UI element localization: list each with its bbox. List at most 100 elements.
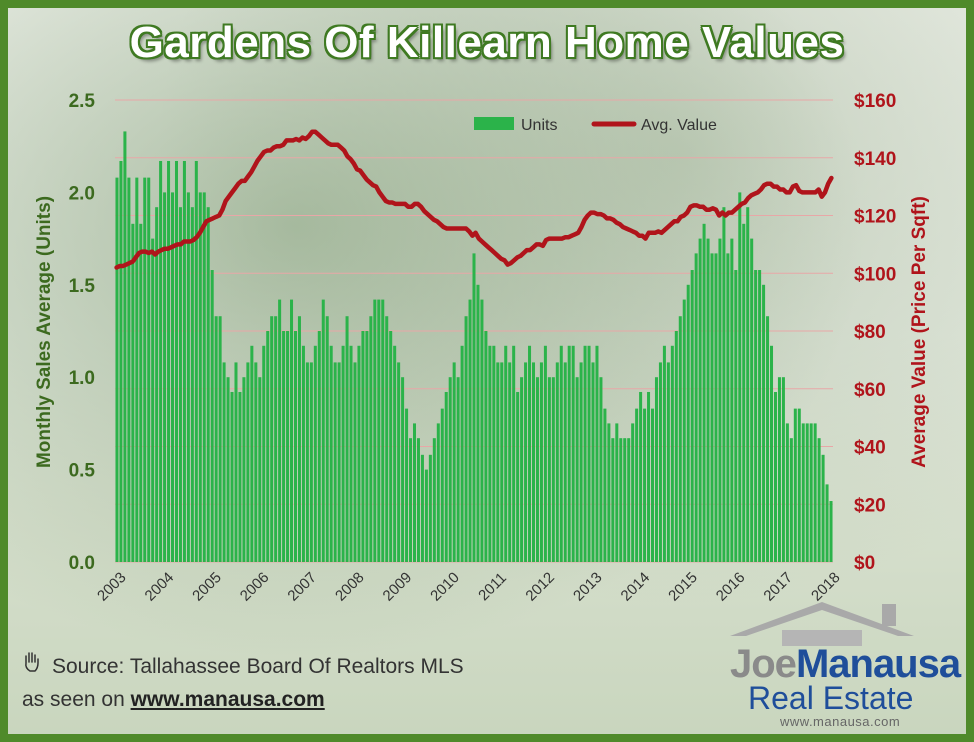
bar-units — [766, 316, 770, 562]
bar-units — [345, 316, 349, 562]
bar-units — [563, 362, 567, 562]
bar-units — [805, 423, 809, 562]
bar-units — [559, 345, 563, 562]
bar-units — [198, 192, 202, 562]
bar-units — [528, 345, 532, 562]
bar-units — [163, 192, 167, 562]
bar-units — [591, 362, 595, 562]
bar-units — [627, 438, 631, 562]
bar-units — [123, 131, 127, 562]
bar-units — [698, 238, 702, 562]
logo-joe: Joe — [730, 642, 797, 686]
bar-units — [385, 316, 389, 562]
bar-units — [365, 331, 369, 562]
bar-units — [440, 408, 444, 562]
bar-units — [393, 345, 397, 562]
bar-units — [631, 423, 635, 562]
bar-units — [341, 345, 345, 562]
left-axis-ticks: 0.0 0.5 1.0 1.5 2.0 2.5 — [69, 91, 96, 574]
bar-units — [357, 345, 361, 562]
seen-prefix: as seen on — [22, 688, 125, 711]
bar-units — [230, 391, 234, 562]
bar-units — [337, 362, 341, 562]
bar-units — [115, 177, 119, 562]
y-right-tick-label: $80 — [854, 322, 886, 343]
x-tick-label: 2006 — [237, 569, 273, 605]
bar-units — [762, 284, 766, 562]
bar-units — [325, 316, 329, 562]
x-tick-label: 2005 — [189, 569, 225, 605]
bar-units — [309, 362, 313, 562]
chart-title: Gardens Of Killearn Home Values — [129, 18, 845, 67]
bar-units — [825, 484, 829, 562]
bar-units — [801, 423, 805, 562]
bar-units — [524, 362, 528, 562]
bar-units — [464, 316, 468, 562]
hand-icon — [22, 651, 44, 679]
bar-units — [785, 423, 789, 562]
bar-units — [214, 316, 218, 562]
bar-units — [409, 438, 413, 562]
bar-units — [377, 299, 381, 562]
bar-units — [710, 253, 714, 562]
y-left-tick-label: 1.5 — [69, 276, 96, 297]
bar-units — [167, 160, 171, 562]
bar-units — [809, 423, 813, 562]
y-axis-label-left: Monthly Sales Average (Units) — [34, 196, 55, 468]
bar-units — [460, 345, 464, 562]
bar-units — [397, 362, 401, 562]
y-right-tick-label: $120 — [854, 207, 896, 228]
bar-units — [746, 207, 750, 562]
bar-units — [770, 345, 774, 562]
bar-units — [222, 362, 226, 562]
y-left-tick-label: 2.0 — [69, 183, 95, 204]
x-tick-label: 2007 — [284, 569, 320, 605]
bar-units — [722, 207, 726, 562]
bar-units — [135, 177, 139, 562]
line-avg-value — [114, 129, 834, 270]
bar-units — [678, 316, 682, 562]
bar-units — [151, 238, 155, 562]
bar-units — [654, 377, 658, 562]
bar-units — [238, 391, 242, 562]
x-tick-label: 2012 — [522, 569, 558, 605]
legend-label-avg-value: Avg. Value — [641, 117, 717, 134]
bar-units — [797, 408, 801, 562]
bar-units — [730, 238, 734, 562]
bar-units — [488, 345, 492, 562]
right-axis-ticks: $0 $20 $40 $60 $80 $100 $120 $140 $160 — [854, 91, 896, 574]
logo-name: JoeManausa — [730, 642, 961, 687]
y-right-tick-label: $60 — [854, 380, 886, 401]
bar-units — [274, 316, 278, 562]
bar-units — [456, 377, 460, 562]
bar-units — [599, 377, 603, 562]
bar-units — [250, 345, 254, 562]
bar-units — [583, 345, 587, 562]
bar-units — [607, 423, 611, 562]
bar-units — [706, 238, 710, 562]
bar-units — [226, 377, 230, 562]
bar-units — [535, 377, 539, 562]
bar-units — [718, 238, 722, 562]
bar-units — [147, 177, 151, 562]
company-logo: JoeManausa Real Estate www.manausa.com — [722, 596, 961, 729]
website-link[interactable]: www.manausa.com — [130, 688, 325, 711]
bar-units — [194, 160, 198, 562]
bar-units — [468, 299, 472, 562]
bar-units — [131, 223, 135, 563]
bar-units — [682, 299, 686, 562]
bar-units — [567, 345, 571, 562]
bar-units — [401, 377, 405, 562]
bar-units — [424, 469, 428, 562]
bar-units — [821, 454, 825, 562]
bar-units — [436, 423, 440, 562]
bar-units — [258, 377, 262, 562]
bar-units — [492, 345, 496, 562]
bar-units — [432, 438, 436, 562]
bar-units — [623, 438, 627, 562]
bar-units — [155, 207, 159, 562]
source-note: Source: Tallahassee Board Of Realtors ML… — [22, 651, 464, 679]
bar-units — [174, 160, 178, 562]
bar-units — [218, 316, 222, 562]
